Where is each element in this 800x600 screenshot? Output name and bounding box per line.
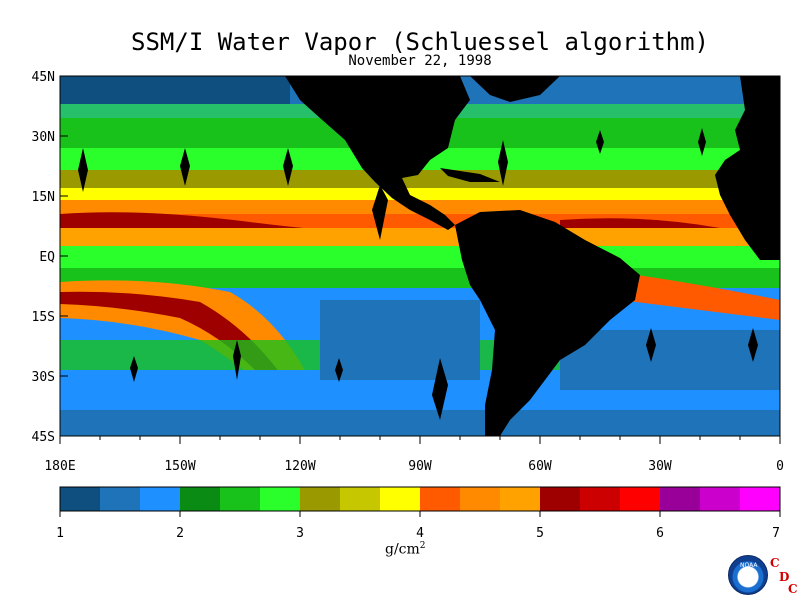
lon-label-0: 0 [776, 459, 784, 474]
colorbar-swatch [340, 487, 381, 511]
lat-label-eq: EQ [39, 250, 55, 265]
lat-label-45s: 45S [32, 430, 55, 445]
colorbar [60, 487, 781, 511]
vapor-band-south-low [60, 410, 780, 436]
colorbar-swatch [140, 487, 181, 511]
cdc-letter-1: C [770, 556, 780, 570]
unit-superscript: 2 [419, 541, 426, 551]
colorbar-swatch [300, 487, 341, 511]
colorbar-label-4: 4 [416, 526, 424, 541]
colorbar-swatch [500, 487, 541, 511]
colorbar-swatch [220, 487, 261, 511]
swath-gaps [78, 128, 758, 420]
vapor-band-yellow-n [60, 188, 780, 200]
lon-label-60w: 60W [528, 459, 552, 474]
colorbar-label-5: 5 [536, 526, 544, 541]
lon-label-90w: 90W [408, 459, 432, 474]
lon-label-30w: 30W [648, 459, 672, 474]
lat-label-30s: 30S [32, 370, 55, 385]
colorbar-label-6: 6 [656, 526, 664, 541]
greenland-land [470, 76, 560, 102]
cdc-letter-2: D [779, 570, 790, 584]
longitude-axis [59, 436, 781, 444]
lat-label-45n: 45N [32, 70, 55, 85]
colorbar-swatch [540, 487, 581, 511]
colorbar-swatch [460, 487, 501, 511]
south-america-land [455, 210, 640, 436]
noaa-logo [728, 555, 768, 595]
colorbar-label-1: 1 [56, 526, 64, 541]
colorbar-swatch [660, 487, 701, 511]
vapor-band-green-eq [60, 246, 780, 268]
lat-label-15s: 15S [32, 310, 55, 325]
vapor-band-amber [60, 228, 780, 246]
colorbar-label-3: 3 [296, 526, 304, 541]
colorbar-swatch [580, 487, 621, 511]
map-title: SSM/I Water Vapor (Schluessel algorithm) [131, 28, 709, 56]
colorbar-unit: g/cm2 [385, 541, 426, 558]
colorbar-swatch [260, 487, 301, 511]
lon-label-180e: 180E [44, 459, 75, 474]
colorbar-ticks [59, 511, 781, 517]
vapor-band-north-dark [60, 76, 290, 104]
map-date: November 22, 1998 [348, 53, 492, 69]
unit-text: g/cm [385, 541, 420, 558]
central-america-land [375, 178, 455, 230]
colorbar-swatch [60, 487, 101, 511]
lat-label-15n: 15N [32, 190, 55, 205]
cuba-island [440, 168, 500, 182]
colorbar-label-7: 7 [772, 526, 780, 541]
north-america-land [285, 76, 470, 182]
lon-label-120w: 120W [284, 459, 315, 474]
colorbar-swatch [420, 487, 461, 511]
colorbar-swatch [380, 487, 421, 511]
lat-label-30n: 30N [32, 130, 55, 145]
noaa-logo-text: NOAA [740, 562, 758, 569]
colorbar-swatch [620, 487, 661, 511]
colorbar-swatch [100, 487, 141, 511]
colorbar-swatch [180, 487, 221, 511]
vapor-band-olive-n [60, 170, 780, 188]
map-panel [59, 75, 781, 437]
colorbar-swatch [740, 487, 781, 511]
east-pacific-dry [320, 300, 480, 380]
cdc-letter-3: C [788, 582, 798, 596]
south-atlantic-dry [560, 330, 780, 390]
africa-europe-land [715, 76, 780, 260]
colorbar-label-2: 2 [176, 526, 184, 541]
colorbar-swatch [700, 487, 741, 511]
south-atlantic-moist [600, 270, 780, 320]
latitude-axis: 45N 30N 15N EQ 15S 30S 45S [32, 70, 68, 445]
lon-label-150w: 150W [164, 459, 195, 474]
